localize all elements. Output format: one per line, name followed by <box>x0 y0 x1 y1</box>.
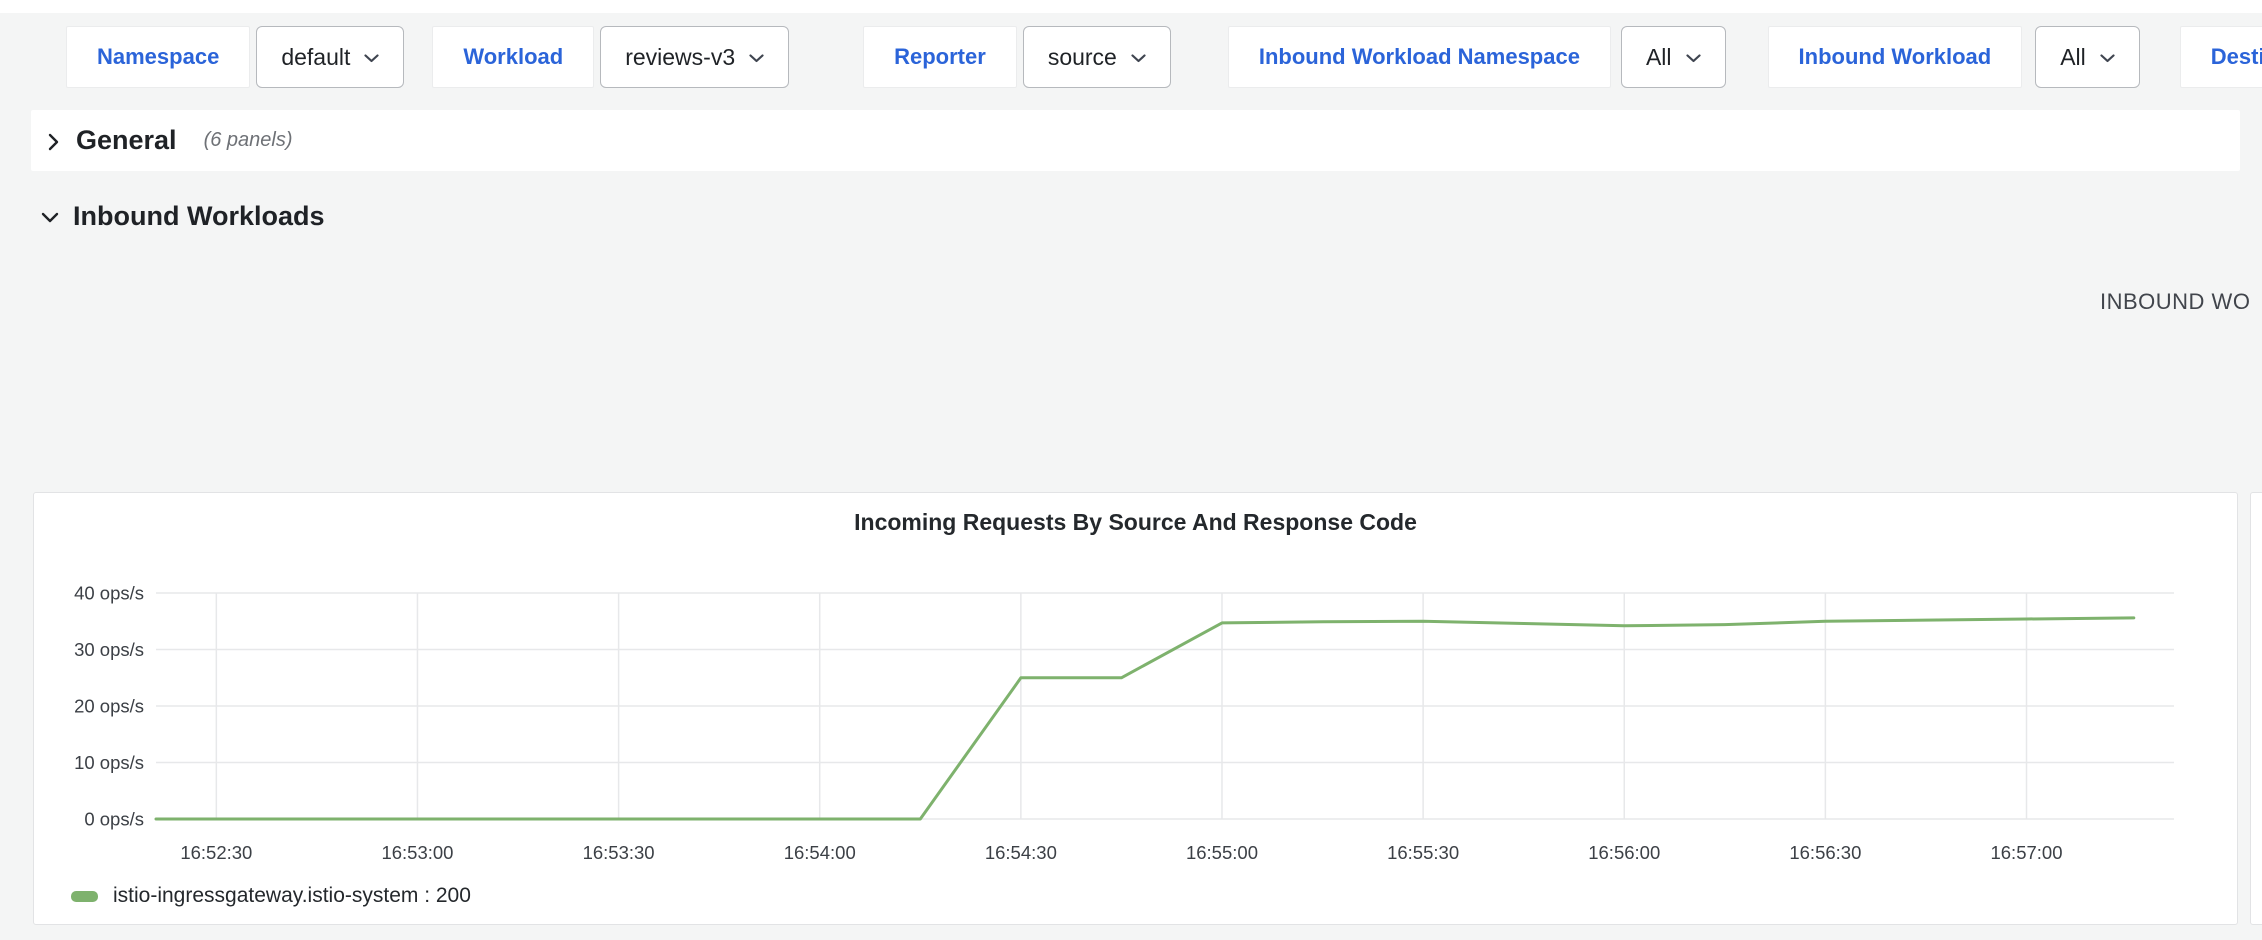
chevron-down-icon <box>1131 51 1146 63</box>
filter-label-inbound-workload-namespace[interactable]: Inbound Workload Namespace <box>1227 26 1611 88</box>
filter-label-reporter[interactable]: Reporter <box>863 26 1017 88</box>
svg-text:16:55:30: 16:55:30 <box>1387 842 1459 863</box>
incoming-requests-panel: 16:52:30 16:53:00 16:53:30 16:54:00 16:54:30… <box>33 492 2238 925</box>
filter-value-workload-dropdown[interactable]: reviews-v3 <box>600 26 790 88</box>
top-nav-strip <box>0 0 2262 13</box>
chevron-down-icon <box>41 209 59 223</box>
svg-text:16:54:30: 16:54:30 <box>985 842 1057 863</box>
filter-value-workload: reviews-v3 <box>625 43 736 70</box>
filter-label-destination-service[interactable]: Destination Service <box>2179 26 2262 88</box>
svg-text:16:55:00: 16:55:00 <box>1186 842 1258 863</box>
svg-text:16:57:00: 16:57:00 <box>1990 842 2062 863</box>
legend-item[interactable]: istio-ingressgateway.istio-system : 200 <box>71 884 471 908</box>
row-panel-count: (6 panels) <box>203 129 293 151</box>
svg-text:40 ops/s: 40 ops/s <box>74 583 144 604</box>
filter-value-namespace-dropdown[interactable]: default <box>256 26 405 88</box>
chevron-down-icon <box>2100 51 2115 63</box>
svg-text:10 ops/s: 10 ops/s <box>74 752 144 773</box>
adjacent-panel-edge <box>2250 492 2262 925</box>
chevron-down-icon <box>364 51 379 63</box>
chevron-down-icon <box>1685 51 1701 63</box>
filter-value-inbound-workload-dropdown[interactable]: All <box>2035 26 2140 88</box>
panel-title[interactable]: Incoming Requests By Source And Response… <box>854 509 1417 535</box>
filter-value-inbound-workload: All <box>2060 43 2086 70</box>
inbound-workloads-group-heading: INBOUND WO <box>2100 289 2251 314</box>
svg-text:16:56:30: 16:56:30 <box>1789 842 1861 863</box>
filter-label-inbound-workload[interactable]: Inbound Workload <box>1767 26 2023 88</box>
svg-text:0 ops/s: 0 ops/s <box>84 809 144 830</box>
svg-text:16:53:00: 16:53:00 <box>381 842 453 863</box>
row-title-general: General <box>76 125 177 155</box>
svg-text:16:54:00: 16:54:00 <box>784 842 856 863</box>
row-header-inbound-workloads[interactable]: Inbound Workloads <box>31 196 325 236</box>
svg-text:20 ops/s: 20 ops/s <box>74 696 144 717</box>
row-title-inbound-workloads: Inbound Workloads <box>73 200 325 231</box>
chevron-down-icon <box>749 51 764 63</box>
legend-swatch <box>71 890 98 902</box>
filter-value-namespace: default <box>281 43 351 70</box>
row-header-general[interactable]: General (6 panels) <box>31 110 2240 171</box>
chevron-right-icon <box>48 130 59 151</box>
svg-text:16:56:00: 16:56:00 <box>1588 842 1660 863</box>
filter-value-inbound-workload-namespace: All <box>1645 43 1672 70</box>
svg-text:16:52:30: 16:52:30 <box>180 842 252 863</box>
svg-text:30 ops/s: 30 ops/s <box>74 639 144 660</box>
filter-label-namespace[interactable]: Namespace <box>66 26 251 88</box>
legend-label: istio-ingressgateway.istio-system : 200 <box>113 884 471 907</box>
filter-value-inbound-workload-namespace-dropdown[interactable]: All <box>1620 26 1726 88</box>
filter-label-workload[interactable]: Workload <box>432 26 595 88</box>
variables-toolbar: Namespace default Workload reviews-v3 Re… <box>66 26 2262 88</box>
filter-value-reporter: source <box>1047 43 1117 70</box>
chart-canvas: 16:52:30 16:53:00 16:53:30 16:54:00 16:54:30… <box>74 583 2174 863</box>
filter-value-reporter-dropdown[interactable]: source <box>1022 26 1171 88</box>
svg-text:16:53:30: 16:53:30 <box>583 842 655 863</box>
